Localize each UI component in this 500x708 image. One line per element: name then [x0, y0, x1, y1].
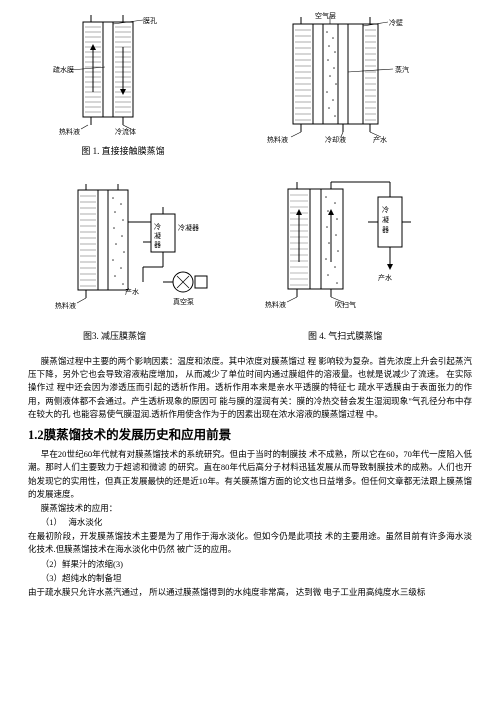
fig4-caption: 图 4. 气扫式膜蒸馏: [263, 329, 448, 342]
fig1-label-bl: 热料液: [59, 127, 80, 136]
item-1: （1） 海水淡化: [28, 516, 472, 529]
svg-text:冷凝器: 冷凝器: [382, 205, 389, 234]
paragraph-2: 早在20世纪60年代就有对膜蒸馏技术的系统研究。但由于当时的制膜技 术不成熟，所…: [28, 448, 472, 501]
fig2-svg: 空气层 冷壁 蒸汽 热料液 冷却液 产水: [263, 12, 443, 152]
fig3-label-pump: 真空泵: [173, 297, 194, 306]
fig1-label-br: 冷流体: [115, 127, 136, 136]
fig1-label-mid: 疏水膜: [53, 65, 74, 74]
paragraph-3: 在最初阶段，开发膜蒸馏技术主要是为了用作于海水淡化。但如今仍是此项技 术的主要用…: [28, 530, 472, 556]
fig2-label-rm: 蒸汽: [395, 65, 409, 74]
figure-2: 空气层 冷壁 蒸汽 热料液 冷却液 产水: [263, 12, 443, 152]
apps-line: 膜蒸馏技术的应用：: [28, 502, 472, 515]
main-text: 膜蒸馏过程中主要的两个影响因素：温度和浓度。其中浓度对膜蒸馏过 程 影响较为复杂…: [28, 355, 472, 599]
item-3: （3）超纯水的制备坦: [28, 572, 472, 585]
fig1-label-top: 膜孔: [143, 16, 157, 25]
fig1-caption: 图 1. 直接接触膜蒸馏: [53, 144, 193, 157]
figure-4: 冷凝器 产水 热料液 吹扫气 图 4. 气扫式膜蒸馏: [263, 177, 448, 342]
fig2-label-tl: 空气层: [315, 12, 336, 20]
fig4-label-bl: 热料液: [265, 300, 286, 309]
fig3-label-cond: 冷凝器: [178, 223, 199, 232]
fig2-label-tr: 冷壁: [389, 18, 403, 27]
fig3-svg: 冷凝器 冷凝器 真空泵 热料液 产水: [53, 182, 228, 327]
fig3-caption: 图3. 减压膜蒸馏: [53, 329, 228, 342]
paragraph-4: 由于疏水膜只允许水蒸汽通过， 所以通过膜蒸馏得到的水纯度非常高， 达到微 电子工…: [28, 586, 472, 599]
fig3-label-bl: 热料液: [55, 301, 76, 310]
item-2: （2）鲜果汁的浓缩(3): [28, 558, 472, 571]
fig1-svg: 膜孔 疏水膜 热料液 冷流体: [53, 12, 193, 142]
fig2-label-bl: 热料液: [267, 135, 288, 144]
fig4-svg: 冷凝器 产水 热料液 吹扫气: [263, 177, 448, 327]
fig4-label-br: 吹扫气: [335, 300, 356, 309]
fig3-label-bm: 产水: [125, 287, 139, 296]
fig4-label-rb: 产水: [378, 273, 392, 282]
figure-1: 膜孔 疏水膜 热料液 冷流体 图 1. 直接接触膜蒸馏: [53, 12, 193, 157]
heading-1: 1.2膜蒸馏技术的发展历史和应用前景: [28, 426, 472, 445]
svg-text:冷凝器: 冷凝器: [154, 222, 161, 249]
fig2-label-bm: 冷却液: [325, 135, 346, 144]
figure-3: 冷凝器 冷凝器 真空泵 热料液 产水 图3. 减压膜蒸馏: [53, 182, 228, 342]
figures-area: 膜孔 疏水膜 热料液 冷流体 图 1. 直接接触膜蒸馏: [28, 12, 472, 347]
paragraph-1: 膜蒸馏过程中主要的两个影响因素：温度和浓度。其中浓度对膜蒸馏过 程 影响较为复杂…: [28, 355, 472, 421]
